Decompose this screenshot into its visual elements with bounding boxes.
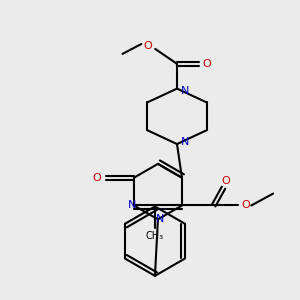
Text: O: O bbox=[92, 173, 100, 183]
Text: N: N bbox=[181, 85, 189, 96]
Text: N: N bbox=[156, 214, 164, 224]
Text: CH₃: CH₃ bbox=[146, 231, 164, 241]
Text: O: O bbox=[241, 200, 250, 211]
Text: N: N bbox=[181, 137, 189, 147]
Text: O: O bbox=[221, 176, 230, 186]
Text: O: O bbox=[143, 41, 152, 51]
Text: N: N bbox=[128, 200, 136, 211]
Text: O: O bbox=[202, 59, 211, 69]
